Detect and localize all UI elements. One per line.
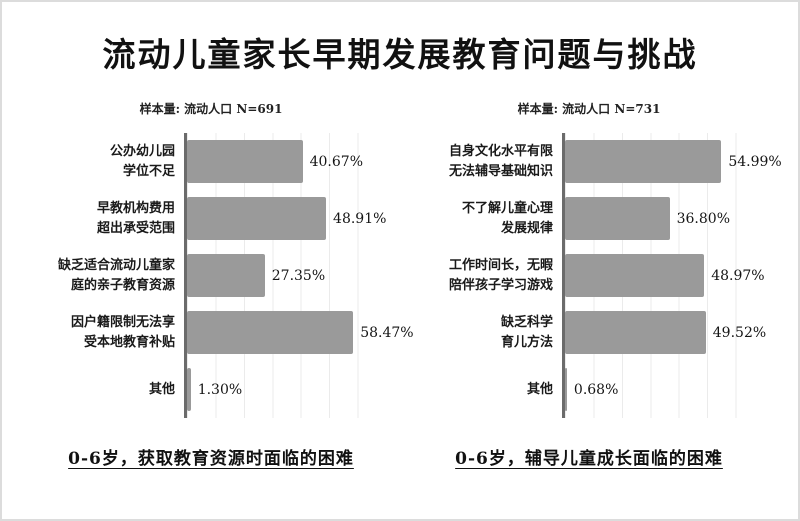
bar-row: 缺乏适合流动儿童家 庭的亲子教育资源 27.35%	[36, 247, 386, 304]
bar-row: 早教机构费用 超出承受范围 48.91%	[36, 190, 386, 247]
bar-track: 36.80%	[562, 190, 764, 247]
bar-track: 40.67%	[184, 133, 386, 190]
value-label: 54.99%	[728, 153, 782, 170]
bar	[187, 368, 191, 411]
bar-track: 48.91%	[184, 190, 386, 247]
value-label: 27.35%	[271, 267, 326, 284]
bar	[187, 311, 354, 354]
bar-row: 其他 0.68%	[414, 361, 764, 418]
bar-row: 不了解儿童心理 发展规律 36.80%	[414, 190, 764, 247]
value-label: 58.47%	[360, 324, 414, 341]
bar-row: 其他 1.30%	[36, 361, 386, 418]
chart-panel-right: 样本量: 流动人口 N=731 自身文化水平有限 无法辅导基础知识 54.99% 不…	[414, 92, 782, 469]
bar-track: 49.52%	[562, 304, 767, 361]
sample-size-label: 样本量: 流动人口 N=691	[139, 102, 283, 116]
bar-row: 因户籍限制无法享 受本地教育补贴 58.47%	[36, 304, 414, 361]
bar-chart-left: 公办幼儿园 学位不足 40.67% 早教机构费用 超出承受范围 48.91% 缺乏适合流…	[36, 133, 414, 418]
category-label: 其他	[526, 381, 553, 397]
chart-caption-left: 0-6岁，获取教育资源时面临的困难	[68, 449, 354, 469]
bar	[565, 311, 706, 354]
bar-row: 工作时间长，无暇 陪伴孩子学习游戏 48.97%	[414, 247, 765, 304]
category-label: 不了解儿童心理 发展规律	[461, 201, 553, 236]
value-label: 36.80%	[676, 210, 730, 227]
chart-caption-right: 0-6岁，辅导儿童成长面临的困难	[455, 449, 723, 469]
value-label: 49.52%	[712, 324, 767, 341]
bar-row: 公办幼儿园 学位不足 40.67%	[36, 133, 386, 190]
bar	[187, 254, 265, 297]
bar	[187, 197, 327, 240]
value-label: 40.67%	[309, 153, 363, 170]
category-label: 其他	[148, 381, 175, 397]
bar-track: 0.68%	[562, 361, 764, 418]
bar	[565, 368, 567, 411]
sample-size-label: 样本量: 流动人口 N=731	[517, 102, 661, 116]
bar-track: 27.35%	[184, 247, 386, 304]
category-label: 缺乏科学 育儿方法	[500, 315, 553, 350]
category-label: 缺乏适合流动儿童家 庭的亲子教育资源	[57, 258, 175, 293]
category-label: 因户籍限制无法享 受本地教育补贴	[70, 315, 175, 350]
value-label: 48.97%	[711, 267, 765, 284]
value-label: 48.91%	[333, 210, 387, 227]
bar	[565, 140, 722, 183]
bar	[565, 254, 705, 297]
category-label: 早教机构费用 超出承受范围	[96, 201, 175, 236]
value-label: 1.30%	[197, 381, 243, 398]
category-label: 公办幼儿园 学位不足	[109, 144, 175, 179]
value-label: 0.68%	[573, 381, 619, 398]
bar-track: 58.47%	[184, 304, 414, 361]
bar-track: 48.97%	[562, 247, 765, 304]
chart-panel-left: 样本量: 流动人口 N=691 公办幼儿园 学位不足 40.67% 早教机构费用 超…	[36, 92, 414, 469]
bar-row: 缺乏科学 育儿方法 49.52%	[414, 304, 767, 361]
bar-track: 1.30%	[184, 361, 386, 418]
bar-track: 54.99%	[562, 133, 782, 190]
category-label: 自身文化水平有限 无法辅导基础知识	[448, 144, 553, 179]
bar-chart-right: 自身文化水平有限 无法辅导基础知识 54.99% 不了解儿童心理 发展规律 36.80…	[414, 133, 782, 418]
bar	[187, 140, 303, 183]
bar-row: 自身文化水平有限 无法辅导基础知识 54.99%	[414, 133, 782, 190]
charts-container: 样本量: 流动人口 N=691 公办幼儿园 学位不足 40.67% 早教机构费用 超…	[2, 92, 798, 469]
bar	[565, 197, 670, 240]
page-title: 流动儿童家长早期发展教育问题与挑战	[102, 36, 698, 73]
category-label: 工作时间长，无暇 陪伴孩子学习游戏	[448, 258, 553, 293]
